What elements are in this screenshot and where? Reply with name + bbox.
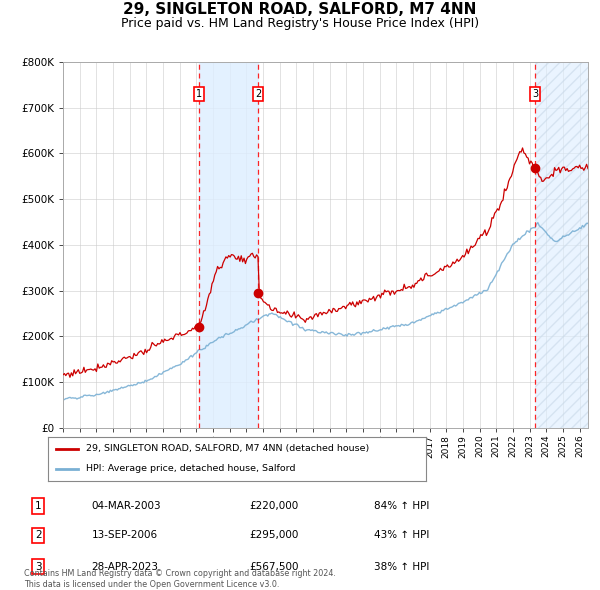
Text: 38% ↑ HPI: 38% ↑ HPI: [374, 562, 429, 572]
Text: 2: 2: [255, 89, 261, 99]
Text: 13-SEP-2006: 13-SEP-2006: [92, 530, 158, 540]
Bar: [199, 62, 258, 428]
Text: 3: 3: [35, 562, 41, 572]
Text: 28-APR-2023: 28-APR-2023: [92, 562, 158, 572]
Text: 29, SINGLETON ROAD, SALFORD, M7 4NN (detached house): 29, SINGLETON ROAD, SALFORD, M7 4NN (det…: [86, 444, 369, 453]
Bar: [535, 62, 588, 428]
Text: 43% ↑ HPI: 43% ↑ HPI: [374, 530, 429, 540]
Text: Price paid vs. HM Land Registry's House Price Index (HPI): Price paid vs. HM Land Registry's House …: [121, 17, 479, 30]
Text: 1: 1: [196, 89, 202, 99]
Text: 2: 2: [35, 530, 41, 540]
Text: 3: 3: [532, 89, 538, 99]
Text: 84% ↑ HPI: 84% ↑ HPI: [374, 502, 429, 511]
Text: Contains HM Land Registry data © Crown copyright and database right 2024.
This d: Contains HM Land Registry data © Crown c…: [24, 569, 336, 589]
Text: £220,000: £220,000: [250, 502, 299, 511]
Text: 1: 1: [35, 502, 41, 511]
Text: 29, SINGLETON ROAD, SALFORD, M7 4NN: 29, SINGLETON ROAD, SALFORD, M7 4NN: [124, 2, 476, 17]
Text: HPI: Average price, detached house, Salford: HPI: Average price, detached house, Salf…: [86, 464, 295, 473]
Text: 04-MAR-2003: 04-MAR-2003: [92, 502, 161, 511]
Text: £567,500: £567,500: [250, 562, 299, 572]
Text: £295,000: £295,000: [250, 530, 299, 540]
